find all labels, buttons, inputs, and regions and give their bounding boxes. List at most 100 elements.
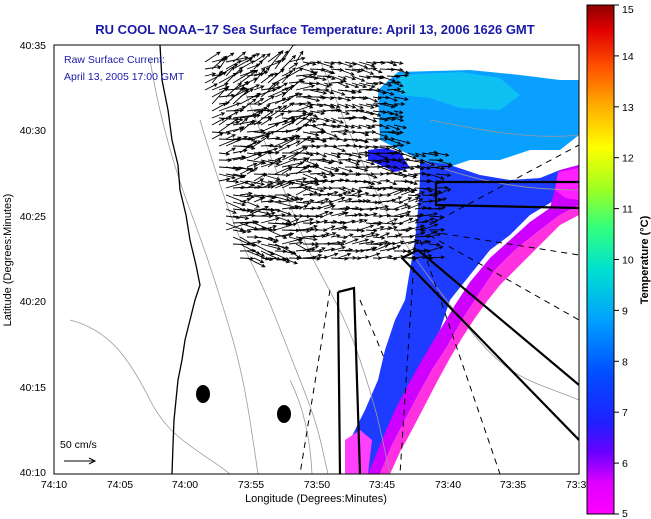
- current-vector: [365, 246, 378, 252]
- current-vector: [302, 131, 320, 137]
- current-vector: [393, 82, 404, 88]
- current-vector: [365, 180, 376, 185]
- current-vector: [400, 197, 413, 203]
- current-vector: [330, 103, 341, 109]
- current-vector: [225, 180, 250, 189]
- current-vector: [232, 126, 245, 133]
- current-vector: [309, 110, 326, 115]
- current-vector: [211, 82, 229, 91]
- current-vector: [393, 73, 410, 78]
- x-tick-label: 73:40: [435, 479, 461, 491]
- current-vector: [337, 103, 350, 109]
- current-vector: [330, 245, 346, 252]
- current-vector: [386, 196, 403, 203]
- current-vector: [435, 152, 450, 157]
- current-vector: [316, 159, 333, 165]
- current-vector: [421, 223, 439, 231]
- current-vector: [295, 118, 313, 133]
- current-vector: [351, 218, 364, 224]
- current-vector: [393, 130, 404, 135]
- current-vector: [323, 211, 334, 217]
- current-vector: [365, 252, 381, 259]
- current-vector: [351, 207, 365, 212]
- current-vector: [365, 117, 378, 123]
- current-vector: [267, 87, 290, 98]
- current-vector: [239, 256, 255, 261]
- y-tick-label: 40:25: [20, 211, 46, 223]
- y-tick-label: 40:10: [20, 467, 46, 479]
- current-vector: [218, 115, 232, 126]
- current-vector: [344, 238, 359, 245]
- current-vector: [358, 124, 372, 130]
- scale-arrow: [64, 457, 97, 465]
- current-vector: [225, 221, 250, 231]
- current-vector: [253, 257, 265, 264]
- current-vector: [337, 187, 352, 194]
- current-vector: [400, 217, 414, 224]
- current-vector: [281, 233, 294, 238]
- current-vector: [365, 124, 376, 129]
- current-vector: [232, 51, 247, 63]
- current-vector: [407, 203, 422, 210]
- current-vector: [309, 200, 326, 205]
- current-vector: [274, 208, 292, 216]
- current-vector: [218, 173, 237, 180]
- current-vector: [211, 102, 227, 112]
- current-vector: [281, 85, 294, 98]
- current-vector: [358, 95, 369, 100]
- current-vector: [239, 197, 252, 203]
- current-vector: [274, 92, 287, 98]
- sst-patch-north-cyan: [398, 72, 520, 110]
- current-vector: [400, 205, 412, 210]
- current-vector: [386, 96, 399, 102]
- current-vector: [218, 177, 231, 182]
- current-vector: [365, 242, 384, 247]
- current-vector: [316, 219, 329, 224]
- current-vector: [337, 110, 351, 115]
- current-vector: [330, 166, 340, 171]
- hf-radar-range-lines: [299, 144, 579, 474]
- current-vector: [358, 213, 369, 217]
- current-vector: [428, 219, 440, 224]
- current-vector: [316, 232, 330, 238]
- current-vector: [218, 102, 241, 112]
- current-vector: [428, 227, 446, 232]
- current-vector: [393, 203, 409, 210]
- current-vector: [386, 87, 402, 92]
- current-vector: [372, 200, 383, 205]
- current-vector: [386, 245, 402, 252]
- current-vector: [295, 136, 312, 147]
- current-vector: [393, 68, 410, 75]
- current-vector: [386, 226, 398, 231]
- current-vector: [400, 189, 416, 196]
- current-vector: [316, 95, 327, 100]
- current-vector: [288, 145, 307, 154]
- current-vector: [239, 98, 257, 112]
- current-vector: [337, 226, 348, 231]
- current-vector: [372, 95, 382, 100]
- current-vector: [260, 217, 280, 224]
- current-vector: [337, 68, 355, 76]
- x-axis-label: Longitude (Degrees:Minutes): [245, 493, 387, 505]
- current-vector: [379, 178, 391, 183]
- current-vector: [358, 131, 370, 137]
- colorbar-label: Temperature (°C): [639, 215, 651, 304]
- current-vector: [428, 191, 439, 196]
- current-vector: [407, 218, 420, 224]
- current-vector: [365, 110, 382, 117]
- shipping-lanes: [336, 180, 579, 474]
- current-vector: [267, 49, 284, 70]
- current-vector: [414, 191, 426, 196]
- current-vector: [260, 103, 271, 112]
- current-vector: [351, 166, 369, 172]
- current-vector: [358, 231, 376, 238]
- current-vector: [281, 135, 301, 147]
- current-vector: [435, 164, 453, 169]
- current-vector: [260, 117, 273, 126]
- current-vector: [358, 219, 368, 224]
- current-vector: [246, 206, 270, 217]
- colorbar-tick-label: 12: [622, 153, 634, 165]
- current-vector: [288, 140, 301, 147]
- current-vector: [421, 249, 432, 254]
- current-vector: [407, 193, 422, 198]
